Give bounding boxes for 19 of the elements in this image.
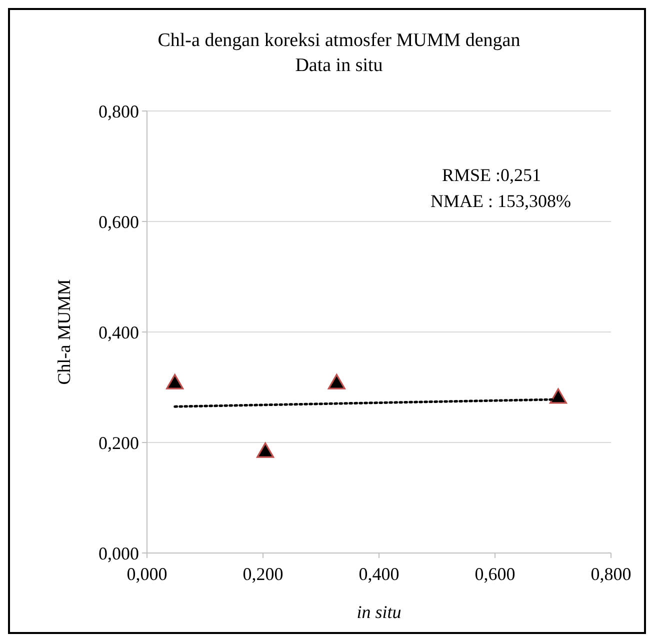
x-tick-label: 0,000 (126, 564, 168, 584)
y-axis-title: Chl-a MUMM (54, 279, 74, 385)
point (166, 374, 184, 390)
point (328, 374, 346, 390)
point (256, 442, 274, 458)
y-tick-label: 0,200 (98, 432, 139, 453)
annotation: NMAE : 153,308% (430, 191, 571, 211)
y-tick-label: 0,400 (98, 322, 139, 342)
x-tick-label: 0,400 (358, 564, 400, 584)
x-axis-title: in situ (356, 602, 402, 622)
x-tick-label: 0,600 (474, 564, 516, 584)
x-tick-label: 0,800 (590, 564, 632, 584)
y-tick-label: 0,800 (98, 101, 139, 122)
y-tick-label: 0,000 (98, 543, 139, 564)
x-tick-label: 0,200 (242, 564, 284, 584)
point (549, 388, 567, 404)
annotation: RMSE :0,251 (442, 165, 541, 185)
y-tick-label: 0,600 (98, 212, 139, 232)
chart-title: Chl-a dengan koreksi atmosfer MUMM dengan Data in situ (158, 30, 521, 76)
